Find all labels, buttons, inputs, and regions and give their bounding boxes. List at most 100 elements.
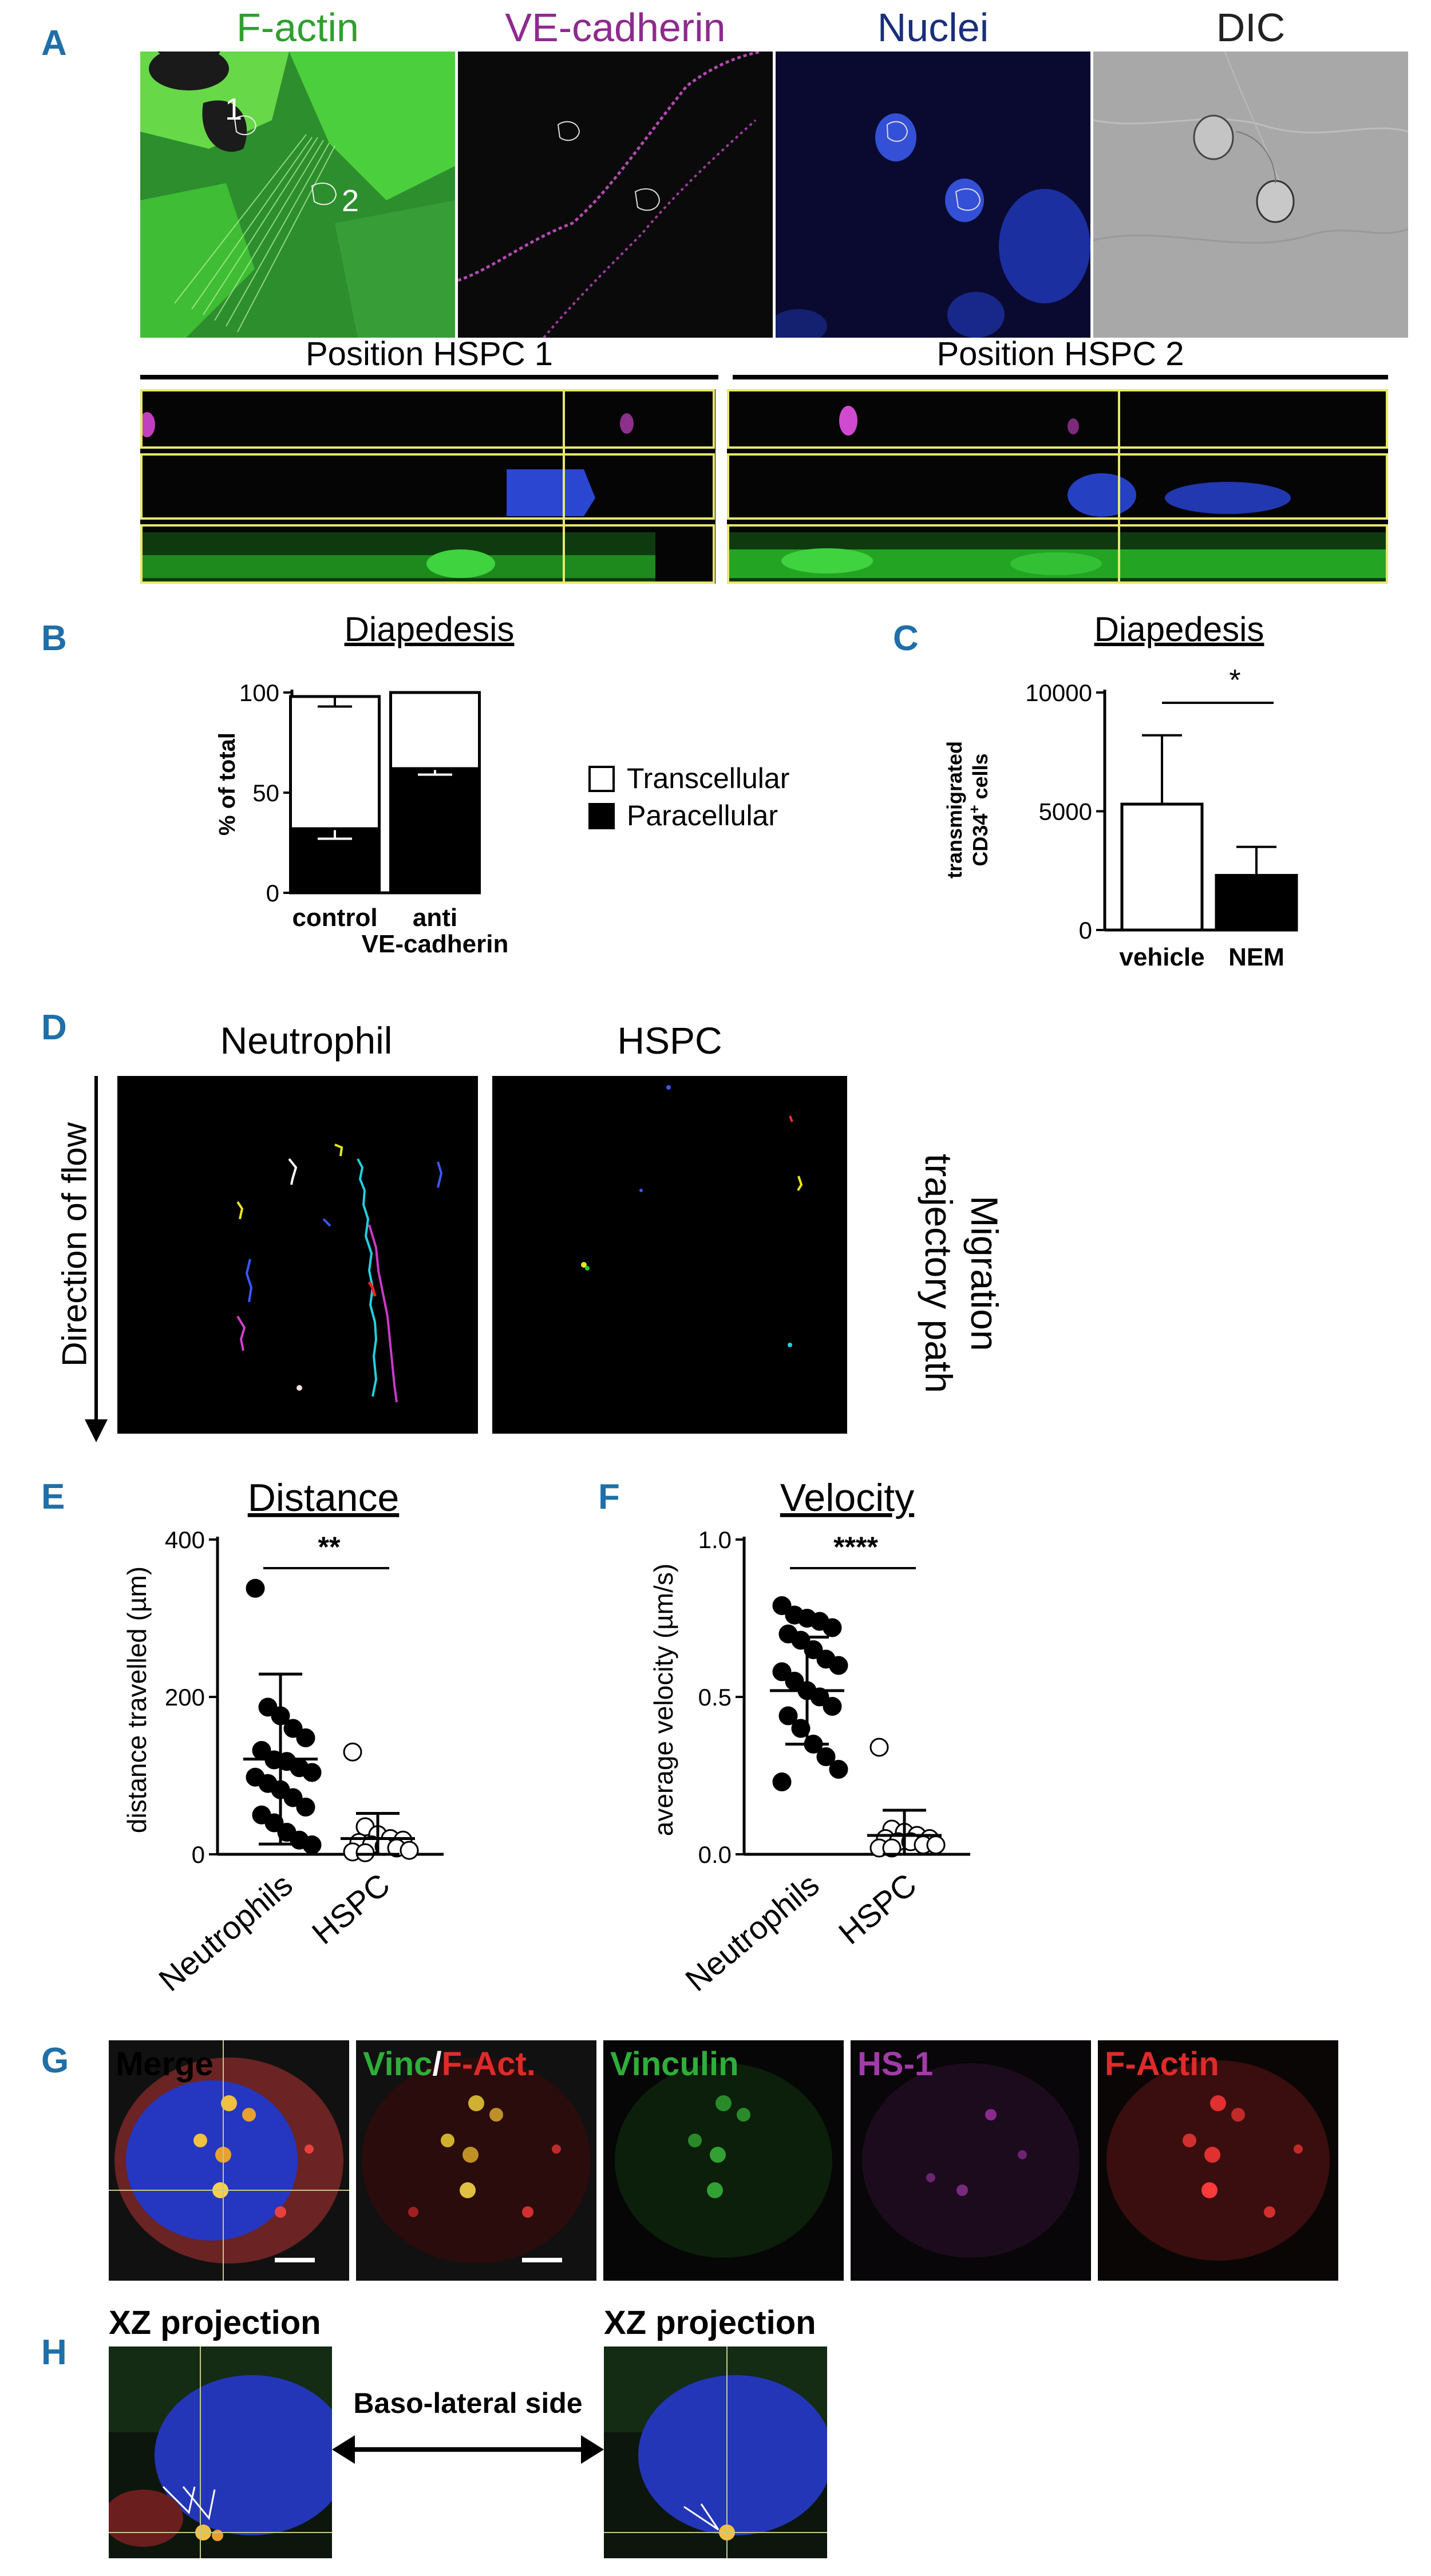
e-ytick-label: 0: [192, 1841, 205, 1868]
baso-lateral-arrow: [332, 2435, 604, 2464]
f-xtick-label: Neutrophils: [678, 1866, 825, 1998]
neutrophil-tracks-svg: [236, 1143, 443, 1403]
image-nuclei: [776, 52, 1090, 338]
e-point-hspc: [355, 1843, 375, 1862]
f-point-neutrophils: [829, 1656, 848, 1675]
b-legend-swatch: [588, 803, 615, 829]
trajectory-image-neutrophil: [117, 1076, 478, 1434]
image-g-vinculin: Vinculin: [603, 2040, 844, 2281]
dic-image-svg: [1093, 52, 1408, 338]
image-h-right: [604, 2347, 827, 2558]
g-label-vinc-factin: Vinc/F-Act.: [363, 2045, 536, 2083]
panel-letter-e: E: [41, 1477, 65, 1517]
cell-label-1: 1: [225, 92, 243, 126]
g-label-factin: F-Actin: [1105, 2045, 1219, 2083]
b-xtick-label: control: [292, 904, 377, 932]
channel-title-vecadherin: VE-cadherin: [505, 5, 726, 50]
nuclei-image-svg: [776, 52, 1090, 338]
panel-letter-f: F: [598, 1477, 620, 1517]
panel-letter-d: D: [41, 1008, 67, 1047]
chart-b-title: Diapedesis: [345, 610, 515, 648]
baso-lateral-label: Baso-lateral side: [353, 2387, 583, 2419]
f-ytick-label: 0.0: [698, 1841, 732, 1868]
g-hs1-svg: [862, 2063, 1080, 2258]
image-g-hs1: HS-1: [851, 2040, 1091, 2281]
channel-title-dic: DIC: [1216, 5, 1286, 50]
c-xtick-label: NEM: [1228, 943, 1284, 971]
vecadherin-image-svg: [458, 52, 762, 338]
g-vinculin-svg: [615, 2063, 832, 2258]
f-ytick-label: 0.5: [698, 1684, 732, 1711]
e-ytick-label: 400: [165, 1526, 205, 1553]
c-bar: [1120, 802, 1204, 932]
g-label-fact: F-Act.: [441, 2045, 536, 2083]
position-label-2: Position HSPC 2: [936, 335, 1184, 373]
migration-side-label-line1: Migration: [963, 1196, 1006, 1351]
g-label-vinc: Vinc: [363, 2045, 433, 2083]
g-vinc-factin-svg: [362, 2057, 591, 2264]
e-point-hspc: [343, 1742, 362, 1762]
flow-direction-label: Direction of flow: [55, 1122, 94, 1367]
b-bar-transcellular: [289, 695, 381, 830]
f-point-neutrophils: [829, 1760, 848, 1779]
h-projection-label-1: XZ projection: [109, 2304, 321, 2341]
chart-e: Distance distance travelled (µm) 0 200 400…: [122, 1476, 444, 1998]
f-point-neutrophils: [772, 1596, 792, 1615]
e-point-hspc: [400, 1841, 419, 1860]
image-h-left: [109, 2347, 332, 2558]
h-projection-label-2: XZ projection: [604, 2304, 816, 2341]
b-legend-swatch: [588, 766, 615, 792]
b-legend-label: Transcellular: [627, 762, 789, 794]
flow-arrow-shaft: [94, 1076, 98, 1431]
f-point-hspc: [882, 1838, 902, 1858]
c-ylabel-line2: CD34+ cells: [966, 753, 992, 866]
trajectory-title-hspc: HSPC: [617, 1019, 722, 1062]
f-point-hspc: [926, 1835, 946, 1854]
image-vecadherin: [458, 52, 773, 338]
e-point-neutrophils: [302, 1763, 322, 1782]
g-label-slash: /: [432, 2045, 442, 2083]
migration-side-label-line2: trajectory path: [918, 1153, 960, 1394]
chart-f: Velocity average velocity (µm/s) 0.0 0.5 1…: [649, 1476, 970, 1998]
f-ytick-label: 1.0: [698, 1526, 732, 1553]
orthogonal-strips: [140, 389, 1388, 584]
b-ytick-label: 0: [266, 880, 279, 907]
e-xtick-label: Neutrophils: [152, 1866, 299, 1998]
orthogonal-strips-svg: [140, 389, 1388, 584]
chart-c-title: Diapedesis: [1094, 610, 1264, 648]
chart-f-plot: 0.0 0.5 1.0 Neutrophils HSPC ****: [678, 1526, 970, 1998]
panel-letter-g: G: [41, 2041, 69, 2080]
flow-arrow-head: [85, 1419, 108, 1442]
f-point-neutrophils: [791, 1719, 811, 1738]
chart-e-plot: 0 200 400 Neutrophils HSPC **: [152, 1526, 444, 1998]
h-left-svg: [109, 2347, 332, 2558]
b-xtick-label: anti: [413, 904, 457, 932]
channel-title-nuclei: Nuclei: [877, 5, 989, 50]
e-sig-label: **: [318, 1531, 341, 1563]
factin-image-svg: [140, 52, 455, 338]
panel-letter-c: C: [893, 619, 919, 658]
position-label-1: Position HSPC 1: [306, 335, 553, 373]
g-factin-svg: [1106, 2060, 1330, 2261]
b-bar-transcellular: [389, 691, 481, 770]
c-sig-label: *: [1229, 664, 1240, 697]
image-factin: 1 2: [140, 52, 455, 338]
b-ytick-label: 50: [252, 779, 279, 806]
chart-f-ylabel: average velocity (µm/s): [649, 1564, 678, 1836]
f-sig-label: ****: [833, 1531, 878, 1563]
g-merge-svg: [109, 2040, 349, 2281]
e-point-neutrophils: [264, 1813, 284, 1833]
f-point-neutrophils: [804, 1640, 823, 1659]
c-ytick-label: 10000: [1025, 679, 1092, 706]
c-ytick-label: 0: [1079, 917, 1092, 944]
position-bar-1: [140, 375, 718, 379]
f-point-neutrophils: [772, 1662, 792, 1681]
f-point-neutrophils: [823, 1697, 842, 1716]
e-point-neutrophils: [246, 1578, 265, 1598]
chart-c-plot: transmigrated CD34+ cells 0 5000 10000 vehicl…: [943, 664, 1298, 971]
panel-letter-a: A: [41, 23, 67, 63]
b-bar-paracellular: [389, 767, 481, 895]
f-point-neutrophils: [816, 1747, 836, 1766]
f-point-neutrophils: [810, 1687, 829, 1707]
